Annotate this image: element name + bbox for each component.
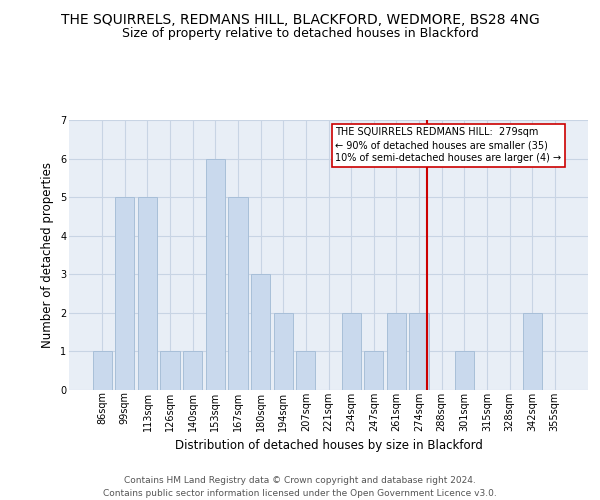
Bar <box>364 352 383 390</box>
Bar <box>138 197 157 390</box>
Bar <box>160 352 180 390</box>
Bar <box>455 352 474 390</box>
Text: Contains HM Land Registry data © Crown copyright and database right 2024.
Contai: Contains HM Land Registry data © Crown c… <box>103 476 497 498</box>
Bar <box>387 313 406 390</box>
Bar <box>251 274 270 390</box>
Y-axis label: Number of detached properties: Number of detached properties <box>41 162 55 348</box>
Bar <box>92 352 112 390</box>
Bar <box>206 158 225 390</box>
Text: THE SQUIRRELS REDMANS HILL:  279sqm
← 90% of detached houses are smaller (35)
10: THE SQUIRRELS REDMANS HILL: 279sqm ← 90%… <box>335 127 562 164</box>
Bar <box>274 313 293 390</box>
Bar <box>341 313 361 390</box>
Bar <box>115 197 134 390</box>
Bar <box>523 313 542 390</box>
Text: Size of property relative to detached houses in Blackford: Size of property relative to detached ho… <box>122 28 478 40</box>
Bar <box>229 197 248 390</box>
Bar <box>409 313 428 390</box>
Bar <box>183 352 202 390</box>
Bar <box>296 352 316 390</box>
X-axis label: Distribution of detached houses by size in Blackford: Distribution of detached houses by size … <box>175 439 482 452</box>
Text: THE SQUIRRELS, REDMANS HILL, BLACKFORD, WEDMORE, BS28 4NG: THE SQUIRRELS, REDMANS HILL, BLACKFORD, … <box>61 12 539 26</box>
